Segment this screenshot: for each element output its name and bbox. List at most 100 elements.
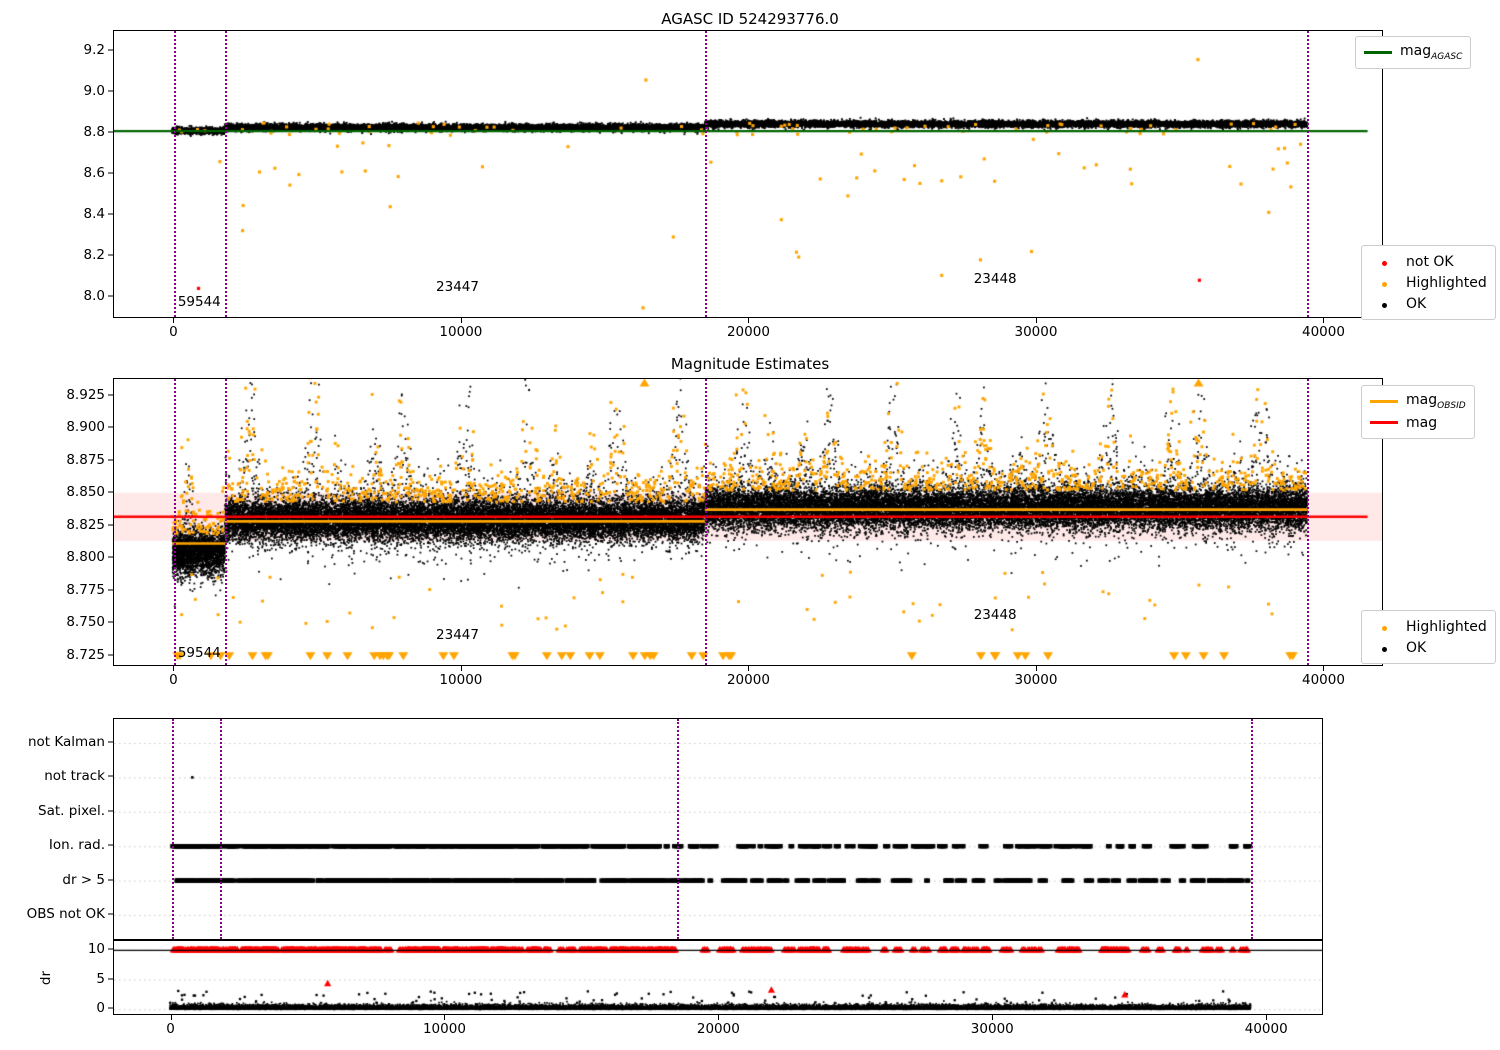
obsid-divider-line xyxy=(1307,379,1310,665)
panel1-xtick-mark xyxy=(748,318,750,323)
panel1-xtick-mark xyxy=(1035,318,1037,323)
panel3-xtick-mark xyxy=(718,1015,720,1020)
legend-label-ok-2: OK xyxy=(1406,639,1427,656)
legend-label-mag: mag xyxy=(1406,414,1438,431)
panel2-ytick-label: 8.900 xyxy=(66,419,105,436)
panel2-ytick-label: 8.725 xyxy=(66,646,105,663)
flag-row-tick xyxy=(108,913,113,915)
panel2-legend-top[interactable]: magOBSID mag xyxy=(1361,385,1475,439)
legend-entry-ok: OK xyxy=(1370,293,1487,314)
panel2-title: Magnitude Estimates xyxy=(670,355,830,373)
obsid-divider-line xyxy=(174,379,177,665)
panel3-dr-canvas xyxy=(114,941,1322,1014)
flag-row-label: OBS not OK xyxy=(26,906,105,922)
panel1-ytick-label: 8.4 xyxy=(83,205,105,222)
panel2-ytick-label: 8.875 xyxy=(66,451,105,468)
obsid-divider-line xyxy=(1307,31,1310,317)
panel1-ytick-mark xyxy=(108,295,113,297)
panel2-overlay: 59544 23447 23448 xyxy=(114,379,1382,665)
legend-label-highlighted-2: Highlighted xyxy=(1406,618,1487,635)
legend-entry-mag-agasc: magAGASC xyxy=(1364,42,1462,63)
panel2-legend-bottom[interactable]: Highlighted OK xyxy=(1361,610,1496,664)
ok-dot-swatch xyxy=(1370,296,1398,312)
obsid-annotation: 23448 xyxy=(973,271,1017,288)
panel2-ytick-mark xyxy=(108,459,113,461)
panel2-scatter-canvas xyxy=(114,379,1382,665)
legend-entry-not-ok: not OK xyxy=(1370,251,1487,272)
panel1-ytick-mark xyxy=(108,213,113,215)
legend-label-not-ok: not OK xyxy=(1406,253,1454,270)
legend-entry-mag: mag xyxy=(1370,412,1466,433)
panel3-xtick-label: 10000 xyxy=(422,1021,466,1037)
panel1-xtick-label: 20000 xyxy=(726,324,770,340)
panel3-xtick-label: 20000 xyxy=(696,1021,740,1037)
legend-label-ok: OK xyxy=(1406,295,1427,312)
panel1-ytick-mark xyxy=(108,131,113,133)
panel1-ytick-label: 8.2 xyxy=(83,246,105,263)
panel2-ytick-mark xyxy=(108,394,113,396)
panel2-ytick-label: 8.925 xyxy=(66,386,105,403)
flag-row-tick xyxy=(108,810,113,812)
flag-row-tick xyxy=(108,741,113,743)
panel2-xtick-mark xyxy=(1323,666,1325,671)
highlighted-dot-swatch xyxy=(1370,275,1398,291)
flag-row-label: dr > 5 xyxy=(62,871,105,888)
mag-line-swatch xyxy=(1370,421,1398,424)
panel2-ytick-label: 8.850 xyxy=(66,484,105,501)
flag-row-tick xyxy=(108,844,113,846)
panel3-xtick-mark xyxy=(444,1015,446,1020)
panel1-axes: 59544 23447 23448 xyxy=(113,30,1383,318)
legend-label-highlighted: Highlighted xyxy=(1406,274,1487,291)
panel2-ytick-label: 8.800 xyxy=(66,549,105,566)
panel2-ytick-label: 8.775 xyxy=(66,581,105,598)
panel3-dr-axes xyxy=(113,940,1323,1015)
panel1-xtick-label: 30000 xyxy=(1014,324,1058,340)
panel2-xtick-label: 0 xyxy=(169,672,178,688)
panel2-ytick-label: 8.750 xyxy=(66,614,105,631)
legend-label-mag-agasc: magAGASC xyxy=(1400,43,1463,62)
dr-ytick-mark xyxy=(108,1007,113,1009)
panel1-scatter-canvas xyxy=(114,31,1382,317)
legend-entry-highlighted: Highlighted xyxy=(1370,272,1487,293)
panel2-xtick-mark xyxy=(460,666,462,671)
obsid-divider-line xyxy=(704,31,707,317)
mag-agasc-line-swatch xyxy=(1364,51,1392,54)
flag-row-label: not Kalman xyxy=(27,734,105,750)
panel2-ytick-mark xyxy=(108,589,113,591)
obsid-annotation: 23447 xyxy=(436,626,479,643)
panel1-ytick-mark xyxy=(108,49,113,51)
panel3-xtick-mark xyxy=(170,1015,172,1020)
panel2-ytick-mark xyxy=(108,556,113,558)
panel1-title: AGASC ID 524293776.0 xyxy=(661,10,839,28)
panel1-xtick-label: 0 xyxy=(169,324,178,340)
obsid-divider-line xyxy=(224,31,227,317)
flag-row-label: Sat. pixel. xyxy=(38,802,105,819)
legend-entry-mag-obsid: magOBSID xyxy=(1370,391,1466,412)
dr-ytick-label: 10 xyxy=(87,940,105,957)
panel2-ytick-label: 8.825 xyxy=(66,516,105,533)
panel1-overlay: 59544 23447 23448 xyxy=(114,31,1382,317)
panel1-ytick-label: 9.0 xyxy=(83,83,105,100)
panel2-ytick-mark xyxy=(108,621,113,623)
dr-axis-label: dr xyxy=(38,970,54,986)
flag-row-tick xyxy=(108,775,113,777)
flag-row-label: not track xyxy=(44,768,105,785)
panel1-legend-bottom[interactable]: not OK Highlighted OK xyxy=(1361,245,1496,320)
panel1-legend-top[interactable]: magAGASC xyxy=(1355,36,1472,69)
legend-entry-ok-2: OK xyxy=(1370,637,1487,658)
panel3-dr-overlay xyxy=(114,941,1322,1014)
obsid-divider-line xyxy=(224,379,227,665)
obsid-divider-line xyxy=(171,719,174,939)
legend-label-mag-obsid: magOBSID xyxy=(1406,392,1466,411)
panel1-xtick-mark xyxy=(1323,318,1325,323)
ok-dot-swatch-2 xyxy=(1370,640,1398,656)
obsid-divider-line xyxy=(1250,719,1253,939)
panel3-xtick-label: 40000 xyxy=(1244,1021,1288,1037)
panel2-ytick-mark xyxy=(108,426,113,428)
flag-row-label: Ion. rad. xyxy=(48,837,105,854)
panel3-flags-canvas xyxy=(114,719,1322,939)
panel2-xtick-label: 30000 xyxy=(1014,672,1058,688)
panel1-ytick-mark xyxy=(108,90,113,92)
panel1-ytick-label: 8.0 xyxy=(83,287,105,304)
